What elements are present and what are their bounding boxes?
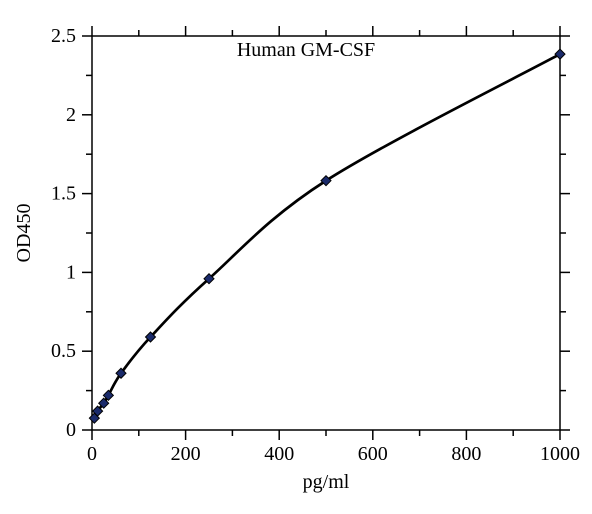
x-tick-label: 400 [264, 443, 294, 465]
chart-container: 0 200 400 600 800 1000 0 0.5 1 1.5 2 2.5 Human GM-CS… [0, 0, 592, 514]
plot-area [92, 36, 560, 430]
x-tick-label: 800 [451, 443, 481, 465]
x-tick-label: 1000 [540, 443, 580, 465]
chart-svg: 0 200 400 600 800 1000 0 0.5 1 1.5 2 2.5 Human GM-CS… [0, 0, 592, 514]
y-tick-label: 1.5 [51, 183, 76, 205]
y-axis-label: OD450 [13, 204, 35, 263]
y-tick-label: 1 [66, 261, 76, 283]
y-tick-label: 2.5 [51, 25, 76, 47]
data-marker [555, 49, 565, 59]
x-tick-label: 200 [171, 443, 201, 465]
x-axis-label: pg/ml [303, 471, 350, 493]
y-tick-label: 0 [66, 419, 76, 441]
x-tick-label: 0 [87, 443, 97, 465]
y-tick-label: 0.5 [51, 340, 76, 362]
x-tick-label: 600 [358, 443, 388, 465]
chart-title: Human GM-CSF [237, 39, 375, 61]
data-curve [94, 54, 560, 418]
y-tick-label: 2 [66, 104, 76, 126]
